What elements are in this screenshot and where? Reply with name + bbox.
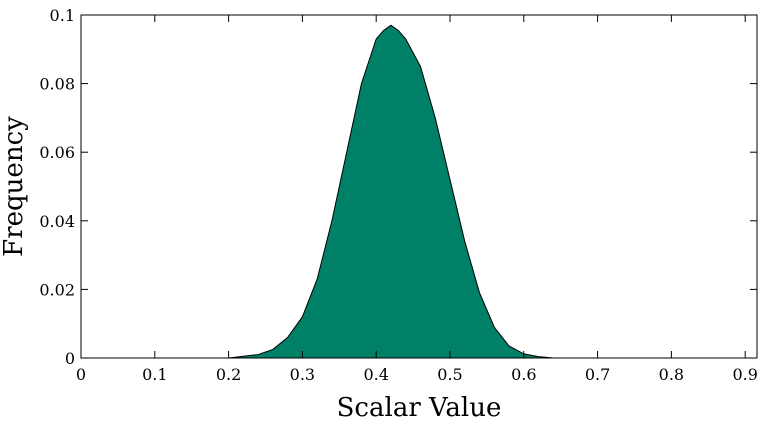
y-tick-label: 0.04	[39, 212, 75, 231]
x-axis-label: Scalar Value	[337, 393, 502, 423]
axis-ticks	[80, 14, 757, 359]
area-series-0	[81, 24, 757, 359]
y-tick-label: 0.08	[39, 75, 75, 94]
x-tick-label: 0.1	[142, 365, 167, 384]
y-tick-label: 0	[65, 349, 75, 368]
x-tick-label: 0.5	[437, 365, 462, 384]
axis-tick-labels: 0 0.1 0.2 0.3 0.4 0.5 0.6 0.7 0.8 0.9 0 0.02 0.04 0.0…	[39, 6, 758, 384]
plot-area	[81, 24, 757, 359]
x-tick-label: 0.8	[659, 365, 684, 384]
y-tick-label: 0.02	[39, 280, 75, 299]
y-axis-label: Frequency	[0, 116, 29, 257]
x-tick-label: 0.6	[511, 365, 536, 384]
x-tick-label: 0.4	[363, 365, 388, 384]
x-tick-label: 0.7	[585, 365, 610, 384]
x-tick-label: 0.2	[216, 365, 241, 384]
x-tick-label: 0.3	[290, 365, 315, 384]
plot-frame	[80, 14, 758, 359]
y-tick-label: 0.1	[50, 6, 75, 25]
x-tick-label: 0.9	[732, 365, 757, 384]
x-tick-label: 0	[76, 365, 86, 384]
y-tick-label: 0.06	[39, 143, 75, 162]
